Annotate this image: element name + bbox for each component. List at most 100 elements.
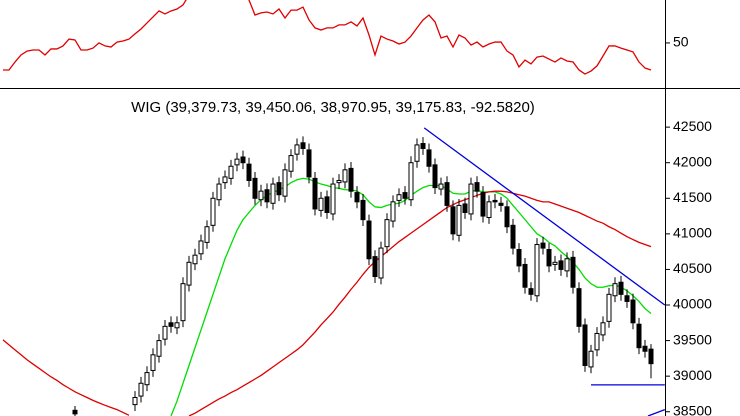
candle-body	[144, 372, 150, 386]
candle-body	[384, 219, 390, 248]
candle-body	[474, 182, 480, 192]
candle-body	[180, 283, 186, 322]
candle-body	[156, 340, 162, 357]
candle-body	[468, 183, 474, 215]
candle-body	[228, 165, 234, 179]
candle-body	[168, 322, 174, 327]
candle-body	[186, 261, 192, 286]
candle-body	[612, 283, 618, 297]
candle-body	[570, 256, 576, 288]
candle-body	[192, 254, 198, 265]
candle-body	[516, 249, 522, 267]
candle-body	[234, 158, 240, 166]
candle-body	[624, 295, 630, 302]
y-tick-label: 50	[673, 34, 689, 50]
moving-average	[188, 190, 652, 416]
candle-body	[630, 299, 636, 324]
candle-body	[402, 192, 408, 199]
candle-body	[558, 260, 564, 270]
y-tick-label: 39000	[673, 367, 712, 383]
y-tick-label: 38500	[673, 402, 712, 416]
candle-body	[636, 323, 642, 349]
candle-body	[444, 182, 450, 206]
candle-body	[426, 149, 432, 167]
indicator-panel	[3, 0, 652, 75]
candle-body	[258, 190, 264, 201]
candle-body	[528, 288, 534, 295]
candle-body	[492, 199, 498, 203]
candle-body	[162, 325, 168, 340]
candle-body	[138, 382, 144, 397]
moving-average	[2, 339, 130, 416]
candle-body	[288, 155, 294, 172]
candle-body	[480, 192, 486, 217]
candle-body	[432, 164, 438, 189]
candle-body	[450, 206, 456, 235]
candle-body	[354, 192, 360, 203]
candle-body	[378, 247, 384, 279]
candle-body	[294, 144, 300, 155]
candle-body	[270, 183, 276, 204]
candle-body	[210, 197, 216, 226]
y-tick-label: 39500	[673, 331, 712, 347]
y-tick-label: 41500	[673, 189, 712, 205]
candle-body	[504, 206, 510, 228]
candle-body	[312, 177, 318, 210]
candle-body	[132, 397, 138, 406]
candle-body	[216, 183, 222, 201]
candle-body	[360, 199, 366, 221]
candle-body	[600, 322, 606, 336]
candle-body	[276, 182, 282, 196]
candle-body	[342, 169, 348, 183]
candle-body	[204, 226, 210, 243]
y-tick-label: 40000	[673, 296, 712, 312]
candle-body	[594, 332, 600, 351]
candle-body	[396, 194, 402, 201]
candle-body	[252, 177, 258, 199]
y-tick-label: 41000	[673, 225, 712, 241]
candle-body	[198, 240, 204, 255]
candle-body	[240, 156, 246, 164]
trend-line	[647, 408, 665, 416]
candle-body	[222, 176, 228, 184]
candle-body	[306, 149, 312, 178]
candle-body	[564, 258, 570, 272]
candle-body	[282, 169, 288, 197]
y-tick-label: 42000	[673, 153, 712, 169]
candle-body	[336, 179, 342, 184]
candle-body	[582, 324, 588, 366]
trend-line	[423, 127, 665, 306]
candle-body	[648, 348, 654, 365]
y-tick-label: 42500	[673, 118, 712, 134]
candle-body	[522, 263, 528, 288]
candle-body	[390, 201, 396, 222]
candle-body	[606, 293, 612, 322]
candle-body	[540, 242, 546, 249]
candle-body	[318, 197, 324, 211]
candle-body	[546, 249, 552, 267]
candle-body	[576, 288, 582, 327]
candle-body	[588, 350, 594, 368]
candle-body	[174, 322, 180, 329]
candle-body	[498, 202, 504, 206]
candle-body	[408, 162, 414, 201]
candle-body	[438, 183, 444, 190]
candle-body	[264, 189, 270, 203]
candle-body	[300, 142, 306, 149]
y-tick-label: 40500	[673, 260, 712, 276]
candle-body	[372, 256, 378, 278]
candle-body	[510, 224, 516, 249]
candle-body	[330, 183, 336, 215]
chart-title: WIG (39,379.73, 39,450.06, 38,970.95, 39…	[131, 99, 535, 116]
candle-body	[324, 196, 330, 214]
candle-body	[456, 204, 462, 236]
candle-body	[72, 409, 78, 415]
candle-body	[642, 345, 648, 352]
candle-body	[414, 144, 420, 162]
candle-body	[366, 220, 372, 260]
candle-body	[486, 201, 492, 218]
